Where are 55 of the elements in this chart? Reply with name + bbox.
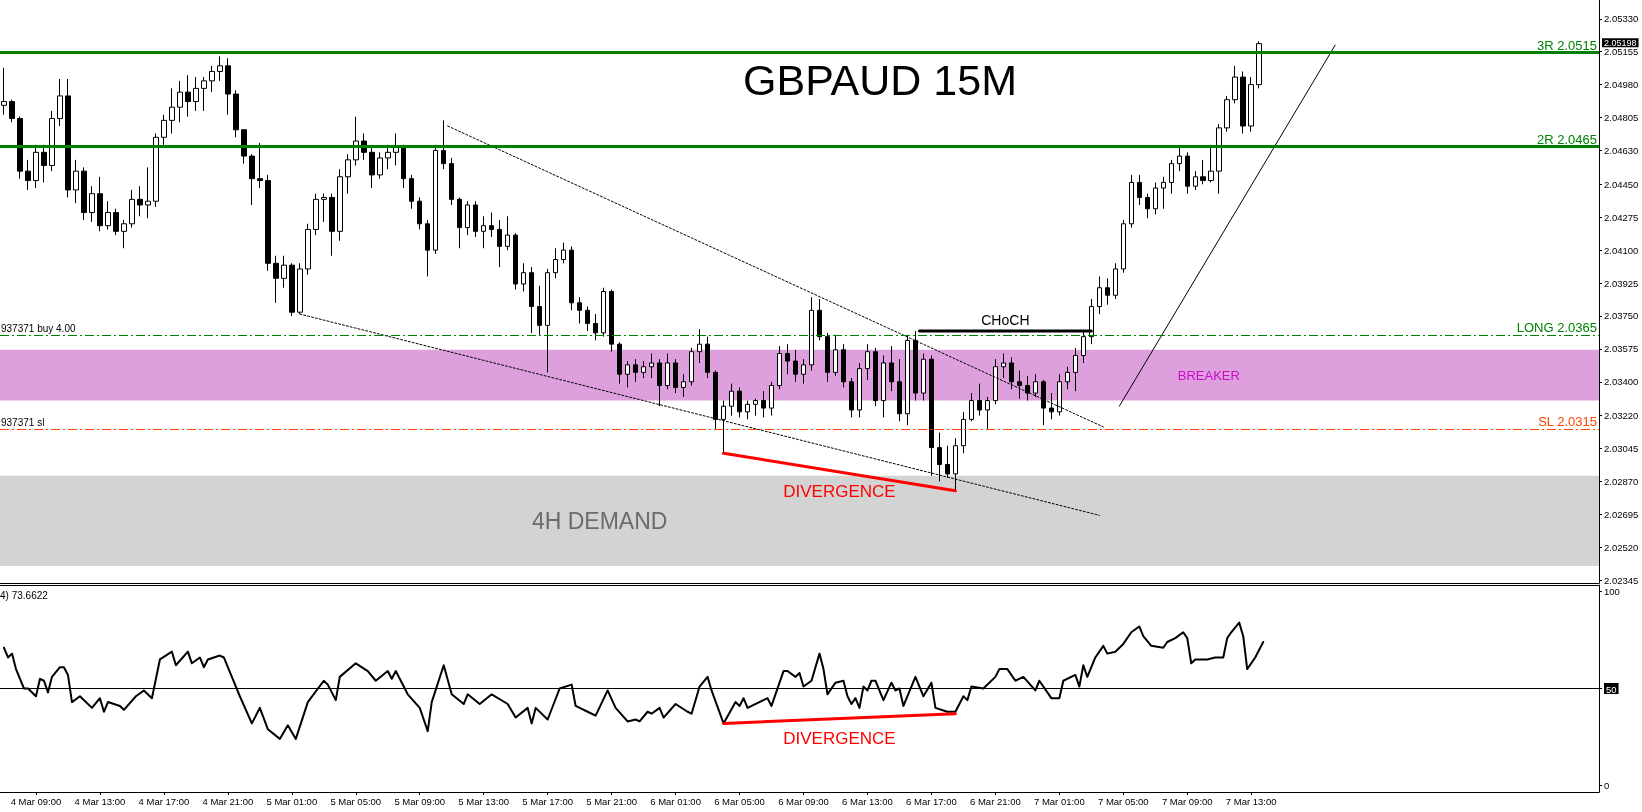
series-label: DIVERGENCE: [783, 482, 896, 502]
y-tick-label: 2.04980: [1604, 79, 1639, 91]
y-tick-label: 2.03925: [1604, 277, 1639, 289]
annotation: 937371 buy 4.00: [1, 323, 76, 335]
ref-line-label: LONG 2.0365: [1516, 319, 1597, 335]
y-tick-label: 50: [1606, 683, 1617, 695]
ref-line-label: 2R 2.0465: [1537, 131, 1597, 147]
y-tick-label: 2.05330: [1604, 13, 1639, 25]
x-tick-label: 5 Mar 09:00: [394, 795, 446, 807]
y-tick-label: 100: [1604, 586, 1620, 598]
y-tick-label: 2.03575: [1604, 343, 1639, 355]
annotation: 937371 sl: [1, 417, 45, 429]
text: GBPAUD 15M: [743, 55, 1017, 104]
y-tick-label: 2.03400: [1604, 376, 1639, 388]
x-tick-label: 7 Mar 01:00: [1033, 795, 1085, 807]
x-tick-label: 5 Mar 05:00: [330, 795, 382, 807]
y-tick-label: 2.03750: [1604, 310, 1639, 322]
x-tick-label: 5 Mar 13:00: [458, 795, 510, 807]
x-tick-label: 4 Mar 09:00: [10, 795, 62, 807]
y-tick-label: 2.02345: [1604, 574, 1639, 586]
x-tick-label: 4 Mar 13:00: [74, 795, 126, 807]
y-tick-label: 2.03045: [1604, 443, 1639, 455]
y-tick-label: 2.04100: [1604, 244, 1639, 256]
band-label: 4H DEMAND: [531, 507, 668, 534]
y-tick-label: 2.04450: [1604, 178, 1639, 190]
x-tick-label: 6 Mar 17:00: [906, 795, 957, 807]
x-tick-label: 6 Mar 13:00: [842, 795, 893, 807]
x-tick-label: 6 Mar 09:00: [778, 795, 829, 807]
y-tick-label: 2.04275: [1604, 211, 1639, 223]
series-label: DIVERGENCE: [783, 728, 896, 748]
y-tick-label: 2.04805: [1604, 112, 1639, 124]
x-tick-label: 7 Mar 05:00: [1097, 795, 1149, 807]
text: 4) 73.6622: [0, 589, 49, 601]
y-tick-label: 2.05155: [1604, 46, 1639, 58]
text: 2.05198: [1604, 37, 1637, 48]
x-tick-label: 7 Mar 13:00: [1225, 795, 1277, 807]
x-tick-label: 7 Mar 09:00: [1161, 795, 1213, 807]
y-tick-label: 0: [1604, 779, 1610, 791]
y-tick-label: 2.02520: [1604, 541, 1639, 553]
x-tick-label: 6 Mar 05:00: [714, 795, 765, 807]
x-tick-label: 5 Mar 01:00: [266, 795, 318, 807]
y-tick-label: 2.02695: [1604, 508, 1639, 520]
x-tick-label: 4 Mar 21:00: [202, 795, 254, 807]
ref-line-label: SL 2.0315: [1538, 413, 1597, 429]
y-tick-label: 2.04630: [1604, 144, 1639, 156]
ref-line-label: 3R 2.0515: [1537, 37, 1597, 53]
x-tick-label: 5 Mar 21:00: [586, 795, 637, 807]
series-label: CHoCH: [981, 311, 1030, 328]
x-tick-label: 6 Mar 01:00: [650, 795, 701, 807]
y-tick-label: 2.02870: [1604, 475, 1639, 487]
y-tick-label: 2.03220: [1604, 410, 1639, 422]
x-tick-label: 4 Mar 17:00: [138, 795, 190, 807]
x-tick-label: 6 Mar 21:00: [970, 795, 1021, 807]
band-label: BREAKER: [1177, 367, 1240, 383]
x-tick-label: 5 Mar 17:00: [522, 795, 574, 807]
